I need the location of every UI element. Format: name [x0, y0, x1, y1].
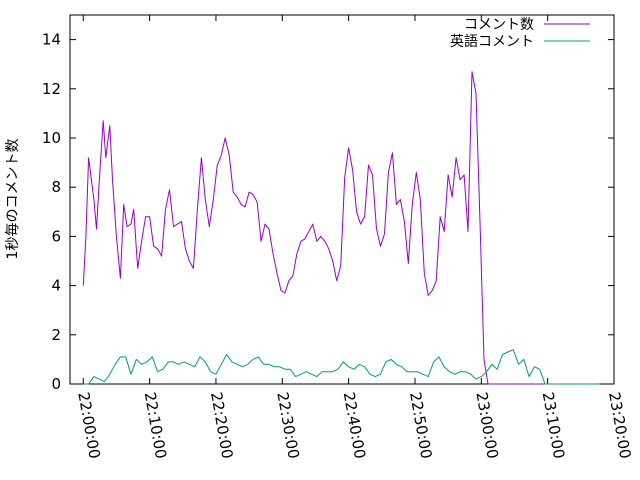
x-tick-label: 22:20:00 [207, 391, 236, 460]
x-tick-label: 23:00:00 [472, 391, 501, 460]
y-tick-label: 12 [42, 80, 61, 98]
y-tick-label: 2 [51, 326, 61, 344]
x-tick-label: 22:50:00 [406, 391, 435, 460]
y-tick-label: 14 [42, 31, 61, 49]
x-tick-label: 22:30:00 [273, 391, 302, 460]
y-axis-ticks: 0 2 4 6 8 10 12 14 [42, 31, 614, 393]
legend-label-1: コメント数 [464, 17, 534, 33]
y-tick-label: 8 [51, 178, 61, 196]
legend-label-2: 英語コメント [450, 33, 534, 50]
y-tick-label: 4 [51, 277, 61, 295]
y-axis-title: 1秒毎のコメント数 [5, 139, 21, 260]
x-tick-label: 22:10:00 [141, 391, 170, 460]
series-layer [82, 71, 600, 385]
x-tick-label: 23:20:00 [605, 391, 634, 460]
series-line-1 [82, 71, 600, 385]
x-tick-label: 22:00:00 [74, 391, 103, 460]
y-tick-label: 10 [42, 129, 61, 147]
x-tick-label: 22:40:00 [340, 391, 369, 460]
y-tick-label: 6 [51, 227, 61, 245]
y-tick-label: 0 [51, 375, 61, 393]
series-line-2 [83, 349, 600, 385]
x-tick-label: 23:10:00 [539, 391, 568, 460]
x-axis-ticks: 22:00:00 22:10:00 22:20:00 22:30:00 22:40:00… [74, 15, 634, 460]
plot-frame [69, 14, 615, 385]
